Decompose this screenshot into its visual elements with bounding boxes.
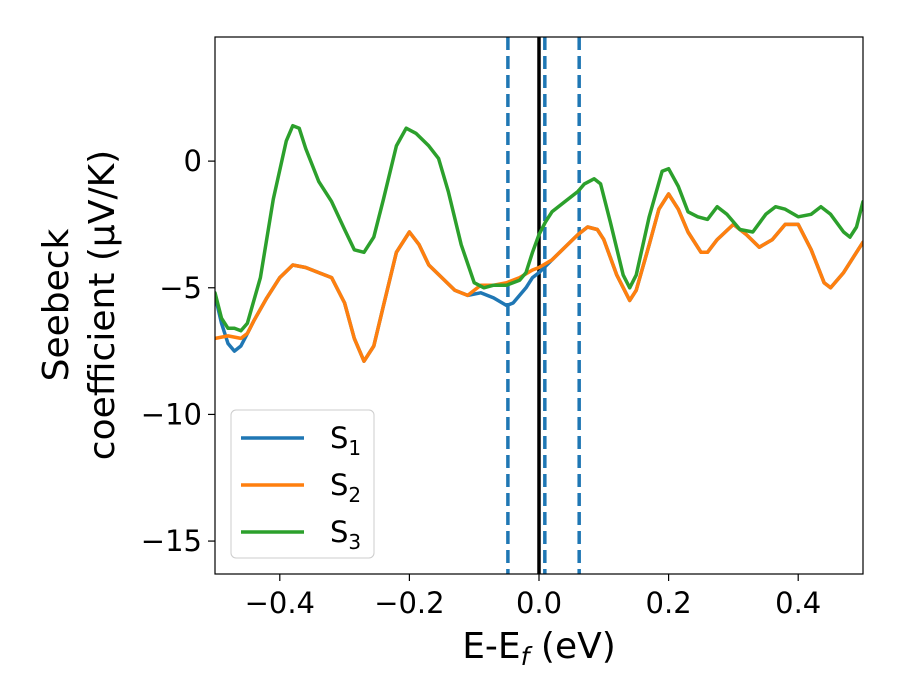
- x-tick-label: 0.0: [516, 586, 562, 620]
- series-line-s3: [215, 123, 863, 333]
- series-line-s2: [215, 192, 863, 363]
- reference-lines: [506, 37, 581, 574]
- y-tick-label: 0: [184, 144, 202, 178]
- legend-label-s1: S1: [330, 421, 361, 460]
- legend-label-s3: S3: [330, 515, 361, 554]
- y-tick-label: −15: [141, 524, 202, 558]
- x-axis-label-unit: (eV): [529, 626, 615, 667]
- y-axis-label-line1: Seebeck: [36, 228, 77, 381]
- x-axis-label: E-Ef (eV): [462, 626, 616, 671]
- x-axis-label-main: E-E: [462, 626, 520, 667]
- y-axis-label-line2: coefficient (μV/K): [82, 150, 123, 460]
- y-tick-label: −10: [141, 397, 202, 431]
- x-tick-label: −0.4: [245, 586, 315, 620]
- x-tick-label: 0.2: [646, 586, 692, 620]
- y-tick-label: −5: [159, 271, 202, 305]
- legend-items: S1 S2 S3: [241, 421, 361, 554]
- x-tick-label: −0.2: [374, 586, 444, 620]
- y-axis-ticks: 0 −5 −10 −15: [141, 144, 215, 558]
- series-lines: [215, 123, 863, 363]
- x-tick-label: 0.4: [775, 586, 821, 620]
- y-axis-label: Seebeck coefficient (μV/K): [36, 150, 123, 460]
- legend: S1 S2 S3: [230, 409, 375, 559]
- legend-label-s2: S2: [330, 468, 361, 507]
- x-axis-ticks: −0.4 −0.2 0.0 0.2 0.4: [245, 574, 821, 620]
